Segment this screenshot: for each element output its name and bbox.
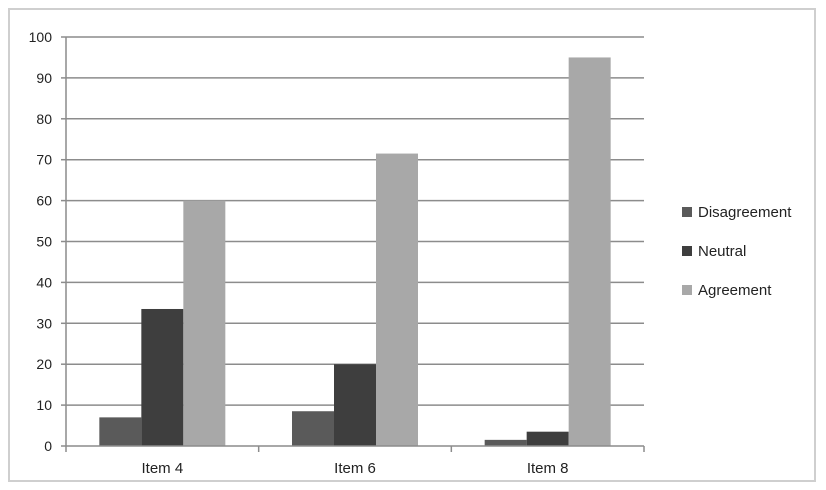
bar-disagreement-item-8: [484, 439, 527, 446]
bar-neutral-item-6: [334, 364, 376, 446]
bar-neutral-item-8: [526, 431, 569, 446]
legend-swatch-neutral: [682, 246, 692, 256]
bar-agreement-item-6: [376, 153, 418, 446]
x-axis: Item 4 Item 6 Item 8: [65, 445, 645, 477]
y-tick-label: 70: [36, 152, 52, 168]
legend: Disagreement Neutral Agreement: [682, 204, 792, 299]
y-tick-label: 20: [36, 356, 52, 372]
bar-disagreement-item-4: [99, 417, 142, 446]
y-tick-label: 80: [36, 111, 52, 127]
x-tick-label: Item 8: [527, 460, 569, 477]
y-tick-label: 100: [29, 29, 53, 45]
legend-swatch-disagreement: [682, 207, 692, 217]
y-tick-label: 60: [36, 193, 52, 209]
bars-layer: [99, 57, 611, 446]
y-axis: 0 10 20 30 40 50 60 70 80 90 100: [29, 29, 67, 454]
y-tick-label: 10: [36, 397, 52, 413]
y-tick-label: 0: [44, 438, 52, 454]
y-tick-label: 50: [36, 234, 52, 250]
chart-frame: 0 10 20 30 40 50 60 70 80 90 100 Item 4 Item 6 Item …: [8, 8, 816, 482]
y-tick-label: 30: [36, 315, 52, 331]
legend-swatch-agreement: [682, 285, 692, 295]
x-tick-label: Item 6: [334, 460, 376, 477]
bar-agreement-item-8: [568, 57, 611, 446]
legend-label-neutral: Neutral: [698, 243, 746, 260]
bar-agreement-item-4: [183, 200, 226, 446]
x-tick-label: Item 4: [141, 460, 183, 477]
y-tick-label: 40: [36, 274, 52, 290]
bar-neutral-item-4: [141, 308, 184, 446]
bar-disagreement-item-6: [292, 411, 334, 446]
legend-label-disagreement: Disagreement: [698, 204, 792, 221]
legend-label-agreement: Agreement: [698, 282, 772, 299]
y-tick-label: 90: [36, 70, 52, 86]
